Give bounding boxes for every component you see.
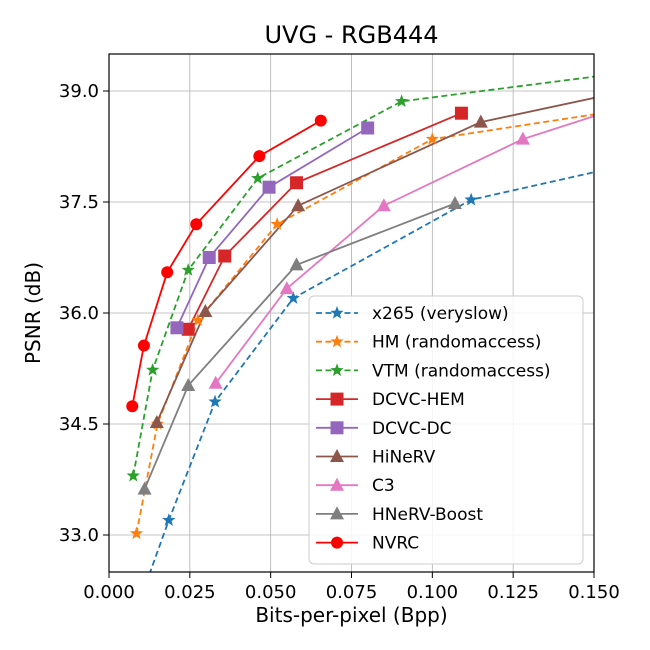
nvrc-point	[253, 150, 266, 163]
hm-randomaccess-line	[135, 113, 594, 534]
c3-point	[515, 131, 530, 145]
c3-point	[619, 98, 633, 111]
hnerv-boost-point	[289, 257, 304, 271]
x265-veryslow-point	[162, 513, 176, 526]
legend-label-nvrc: NVRC	[372, 534, 419, 554]
y-axis-ticks: 33.0 34.5 36.0 37.5 39.0	[59, 81, 109, 546]
x265-veryslow-line	[149, 171, 594, 572]
x-axis-ticks: 0.000 0.025 0.050 0.075 0.100 0.125 0.150	[83, 572, 620, 603]
x265-veryslow-point	[620, 158, 633, 171]
dcvc-hem-point	[290, 176, 304, 190]
legend-marker-hnerv-boost	[330, 506, 344, 520]
dcvc-hem-point	[454, 106, 468, 120]
x-tick-label: 0.050	[245, 582, 297, 603]
nvrc-point	[161, 266, 174, 279]
legend-label-dcvc-hem: DCVC-HEM	[372, 390, 465, 410]
x-tick-label: 0.100	[407, 582, 459, 603]
nvrc-point	[137, 339, 150, 352]
vtm-randomaccess-point	[181, 263, 195, 276]
dcvc-dc-point	[361, 121, 375, 135]
hnerv-boost-line	[143, 202, 456, 490]
dcvc-dc-point	[262, 180, 276, 194]
hinerv-point	[619, 84, 633, 97]
dcvc-hem-point	[181, 322, 195, 336]
y-tick-label: 37.5	[59, 192, 99, 213]
nvrc-line	[131, 119, 322, 407]
x-tick-label: 0.125	[487, 582, 539, 603]
legend-marker-c3	[330, 477, 344, 491]
hm-randomaccess-point	[270, 217, 284, 230]
nvrc-point	[314, 114, 327, 127]
hinerv-point	[149, 415, 164, 429]
vtm-randomaccess-point	[394, 94, 409, 108]
series-markers	[117, 66, 633, 650]
hinerv-point	[198, 304, 213, 318]
hinerv-point	[473, 114, 488, 128]
vtm-randomaccess-point	[251, 171, 265, 184]
y-tick-label: 33.0	[59, 525, 99, 546]
legend-label-hm-randomaccess: HM (randomaccess)	[372, 333, 541, 353]
x-tick-label: 0.000	[83, 582, 135, 603]
hinerv-point	[291, 198, 306, 212]
legend-marker-dcvc-hem	[330, 392, 344, 406]
dcvc-dc-point	[170, 321, 184, 335]
x265-veryslow-point	[208, 394, 222, 408]
legend-marker-x265-veryslow	[330, 306, 344, 319]
x265-veryslow-point	[286, 291, 300, 304]
hm-randomaccess-point	[425, 132, 439, 145]
legend-box	[308, 295, 584, 565]
vtm-randomaccess-point	[126, 468, 140, 482]
c3-point	[376, 198, 391, 212]
hnerv-boost-point	[181, 378, 196, 392]
nvrc-point	[190, 218, 203, 231]
x-tick-label: 0.075	[326, 582, 378, 603]
hm-randomaccess-point	[620, 103, 633, 116]
x-axis-label: Bits-per-pixel (Bpp)	[255, 603, 447, 627]
legend-label-hnerv-boost: HNeRV-Boost	[372, 505, 483, 525]
x-tick-label: 0.025	[164, 582, 216, 603]
legend-marker-hinerv	[330, 449, 344, 462]
hnerv-boost-point	[447, 195, 462, 209]
x265-veryslow-point	[117, 639, 130, 650]
hm-randomaccess-point	[129, 526, 144, 540]
series-lines	[131, 75, 594, 572]
legend-label-x265-veryslow: x265 (veryslow)	[372, 304, 509, 324]
chart-title: UVG - RGB444	[264, 21, 438, 49]
legend-label-hinerv: HiNeRV	[372, 448, 436, 468]
vtm-randomaccess-line	[132, 75, 594, 476]
dcvc-dc-point	[202, 251, 216, 264]
legend-marker-hm-randomaccess	[330, 334, 344, 348]
vtm-randomaccess-point	[145, 362, 160, 376]
y-tick-label: 36.0	[59, 303, 99, 324]
dcvc-dc-line	[176, 127, 369, 329]
legend-label-c3: C3	[372, 476, 395, 496]
legend: x265 (veryslow) HM (randomaccess) VTM (ran…	[308, 295, 584, 565]
c3-point	[279, 281, 294, 295]
dcvc-hem-line	[187, 112, 462, 330]
legend-marker-vtm-randomaccess	[330, 363, 344, 377]
c3-point	[208, 375, 223, 389]
y-axis-label: PSNR (dB)	[21, 262, 45, 364]
y-tick-label: 34.5	[59, 414, 99, 435]
legend-marker-nvrc	[331, 536, 343, 549]
legend-label-vtm-randomaccess: VTM (randomaccess)	[372, 361, 551, 381]
nvrc-point	[126, 400, 139, 413]
y-tick-label: 39.0	[59, 81, 99, 102]
hnerv-boost-point	[137, 481, 152, 495]
legend-label-dcvc-dc: DCVC-DC	[372, 419, 452, 439]
x265-veryslow-point	[464, 192, 478, 206]
legend-marker-dcvc-dc	[330, 421, 344, 435]
dcvc-hem-point	[218, 249, 232, 263]
vtm-randomaccess-point	[620, 66, 633, 79]
x-tick-label: 0.150	[568, 582, 620, 603]
hm-randomaccess-point	[191, 313, 205, 327]
